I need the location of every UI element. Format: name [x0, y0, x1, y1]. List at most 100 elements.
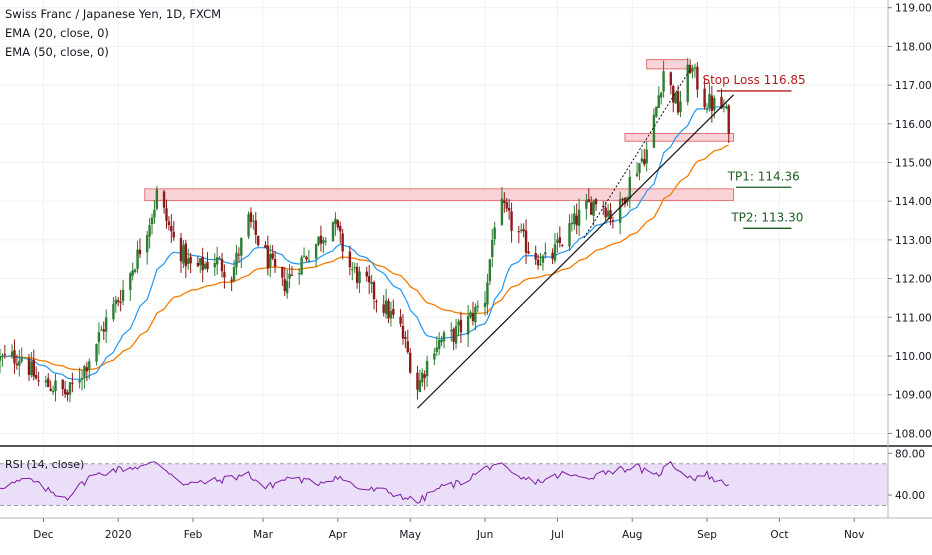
candle-body	[679, 101, 682, 113]
candle	[331, 221, 335, 242]
candle-body	[148, 225, 151, 237]
candle-body	[558, 237, 562, 243]
candle	[112, 296, 115, 322]
candle	[47, 373, 50, 388]
candle-body	[269, 254, 272, 267]
candle-body	[314, 244, 318, 259]
candle-body	[659, 92, 663, 98]
candle-body	[85, 367, 89, 372]
candle	[418, 369, 422, 393]
candle-body	[573, 213, 576, 225]
candle-body	[486, 282, 489, 305]
candle-body	[189, 256, 192, 264]
candle	[375, 299, 378, 313]
candle-body	[331, 222, 335, 242]
candle	[273, 250, 277, 273]
candle	[387, 298, 390, 324]
candle	[341, 228, 344, 260]
candle	[184, 239, 188, 279]
candle-body	[655, 106, 658, 117]
symbol-title[interactable]: Swiss Franc / Japanese Yen, 1D, FXCM	[5, 7, 222, 21]
candle	[679, 91, 682, 118]
candle-body	[691, 67, 694, 72]
candle	[302, 247, 306, 258]
candle	[148, 218, 151, 249]
candle-body	[577, 209, 581, 226]
candle-body	[522, 229, 525, 232]
candles	[0, 57, 730, 403]
candle	[517, 225, 521, 244]
candle-body	[399, 316, 402, 324]
candle-body	[104, 317, 108, 332]
candle	[88, 358, 91, 380]
time-tick-label: 2020	[105, 529, 132, 541]
candle	[182, 240, 185, 269]
candle-body	[669, 72, 673, 86]
candle-body	[182, 245, 185, 264]
candle-body	[500, 198, 504, 226]
candle	[672, 84, 675, 113]
candle-body	[20, 357, 23, 362]
candle-body	[392, 309, 395, 315]
candle-body	[119, 301, 122, 303]
candle	[3, 344, 7, 359]
candle-body	[536, 259, 540, 266]
candle-body	[425, 360, 429, 377]
candle	[269, 245, 272, 278]
candle-body	[256, 235, 260, 245]
candle	[691, 64, 694, 79]
candle	[307, 250, 311, 262]
candle	[85, 361, 89, 382]
candle	[300, 255, 303, 276]
candle-body	[83, 366, 86, 378]
candle-body	[389, 311, 393, 319]
candle	[252, 214, 255, 230]
candle	[370, 274, 373, 293]
candle-body	[66, 392, 69, 395]
candle	[404, 331, 407, 349]
candle	[575, 203, 578, 235]
candle	[471, 301, 475, 326]
ema20-legend[interactable]: EMA (20, close, 0)	[5, 26, 109, 40]
candle-body	[71, 382, 74, 384]
candle	[693, 63, 697, 78]
candle-body	[302, 255, 306, 257]
candle	[399, 309, 402, 328]
candle	[589, 196, 593, 216]
candle	[10, 344, 14, 359]
candle-body	[606, 210, 610, 217]
candle	[659, 91, 663, 105]
candle	[34, 366, 38, 380]
candle	[384, 288, 388, 319]
candle-body	[585, 200, 588, 209]
candle	[271, 245, 274, 261]
candle-body	[507, 207, 511, 211]
candle	[722, 99, 726, 113]
candle-body	[589, 202, 593, 215]
candle	[558, 226, 562, 248]
candle-body	[450, 330, 453, 332]
candle-body	[421, 372, 424, 383]
candle	[503, 192, 506, 213]
candle-body	[609, 210, 612, 220]
candle-body	[375, 301, 378, 303]
candle-body	[623, 197, 627, 204]
candle-body	[61, 379, 64, 390]
candle-body	[469, 312, 472, 317]
candle-body	[696, 66, 699, 90]
candle	[409, 347, 412, 374]
ema20-line	[0, 106, 730, 380]
candle	[573, 205, 576, 230]
ema50-legend[interactable]: EMA (50, close, 0)	[5, 45, 109, 59]
candle	[587, 188, 590, 203]
candle-body	[466, 316, 470, 335]
candle-body	[459, 319, 463, 333]
rsi-legend[interactable]: RSI (14, close)	[5, 458, 85, 471]
candle-body	[3, 354, 7, 356]
candle-body	[155, 189, 159, 209]
price-tick-label: 110.000	[895, 351, 932, 363]
candle	[539, 252, 542, 266]
candle	[536, 254, 540, 270]
candle-body	[121, 289, 125, 302]
